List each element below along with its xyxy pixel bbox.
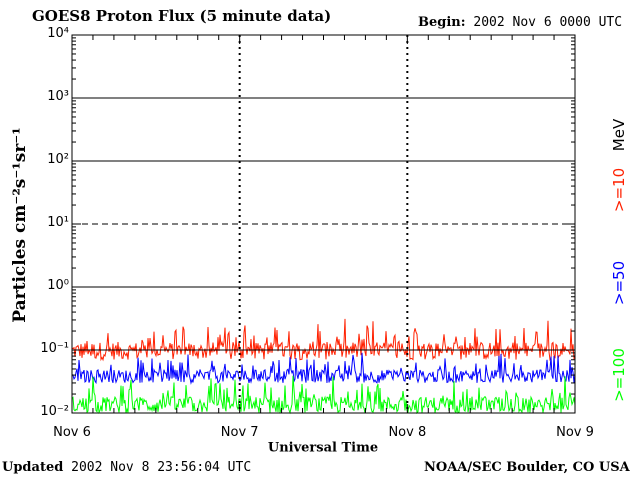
begin-label: Begin: 2002 Nov 6 0000 UTC	[418, 15, 622, 30]
grid-layer	[72, 35, 575, 413]
y-tick-label: 10¹	[47, 215, 69, 230]
y-tick-label: 10²	[47, 152, 69, 167]
updated-stamp: Updated 2002 Nov 8 23:56:04 UTC	[2, 460, 251, 475]
x-tick-label: Nov 6	[53, 425, 91, 440]
y-axis-label: Particles cm⁻²s⁻¹sr⁻¹	[10, 127, 30, 323]
y-tick-label: 10³	[47, 89, 69, 104]
x-axis-label: Universal Time	[267, 440, 379, 456]
updated-label: Updated	[2, 460, 64, 475]
x-tick-label: Nov 9	[556, 425, 594, 440]
legend-unit: MeV	[610, 118, 628, 152]
begin-label-text: Begin:	[418, 15, 466, 30]
chart-title: GOES8 Proton Flux (5 minute data)	[32, 7, 332, 25]
x-tick-label: Nov 8	[388, 425, 427, 440]
begin-value: 2002 Nov 6 0000 UTC	[473, 15, 623, 30]
y-tick-label: 10⁻¹	[40, 341, 69, 356]
y-tick-label: 10⁻²	[40, 404, 69, 419]
credit-text: NOAA/SEC Boulder, CO USA	[424, 460, 630, 475]
tick-layer	[71, 34, 576, 414]
series-line-1	[71, 318, 576, 362]
y-tick-label: 10⁰	[47, 278, 69, 293]
legend-item-ge50: >=50	[610, 260, 628, 306]
legend-item-ge10: >=10	[610, 167, 628, 213]
y-tick-label: 10⁴	[47, 26, 69, 41]
series-layer	[71, 318, 576, 415]
x-tick-label: Nov 7	[220, 425, 259, 440]
series-line-3	[71, 375, 576, 415]
legend-item-ge100: >=100	[610, 348, 628, 402]
updated-value: 2002 Nov 8 23:56:04 UTC	[71, 460, 252, 475]
series-line-2	[71, 352, 576, 385]
